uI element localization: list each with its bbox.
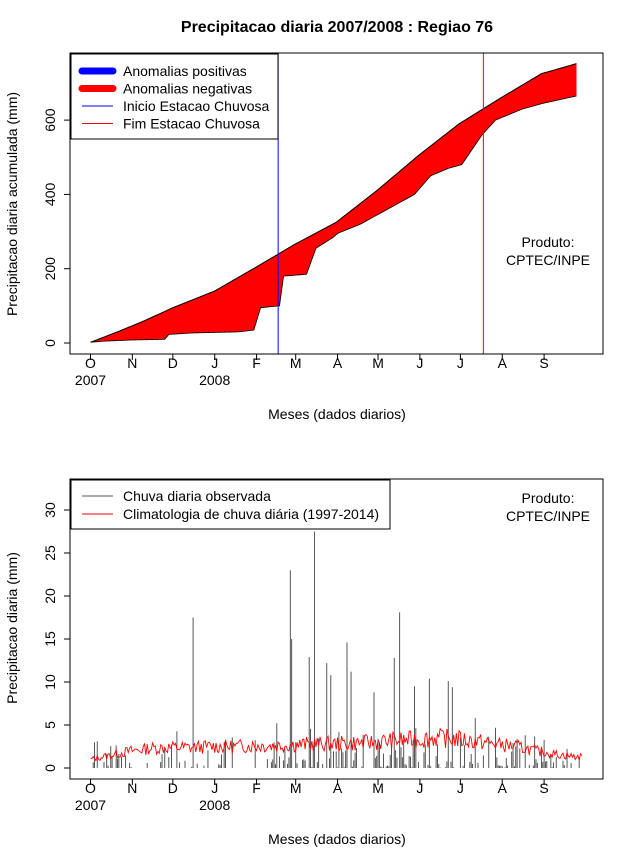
top-xtick-label: M <box>372 355 384 371</box>
top-year-label: 2007 <box>75 372 106 388</box>
bottom-chart-frame <box>69 478 604 780</box>
bottom-ytick-label: 25 <box>42 545 58 561</box>
negative-anomaly-area <box>90 63 577 343</box>
bottom-ytick-label: 30 <box>42 502 58 518</box>
legend-entry-0: Anomalias positivas <box>123 63 247 79</box>
bottom-xtick-label: M <box>372 780 384 796</box>
bottom-legend: Chuva diaria observada Climatologia de ch… <box>70 479 391 530</box>
bottom-year-label: 2008 <box>199 797 230 813</box>
top-xtick-label: M <box>290 355 302 371</box>
top-xtick-label: A <box>333 355 343 371</box>
bottom-legend-entry-0: Chuva diaria observada <box>123 488 271 504</box>
top-xtick-label: D <box>168 355 178 371</box>
top-xtick-label: F <box>252 355 261 371</box>
bottom-xtick-label: A <box>333 780 343 796</box>
bottom-chart: 0 5 10 15 20 25 30 O N D J F M A M J J A S 2007 2008 Chuva di… <box>42 478 604 813</box>
bottom-ytick-label: 10 <box>42 674 58 690</box>
top-annotation-line-0: Produto: <box>522 234 575 250</box>
bottom-xtick-label: J <box>457 780 464 796</box>
bottom-xtick-label: O <box>85 780 96 796</box>
bottom-xtick-label: N <box>127 780 137 796</box>
legend-entry-1: Anomalias negativas <box>123 81 252 97</box>
bottom-ytick-label: 0 <box>42 764 58 772</box>
top-xtick-label: O <box>85 355 96 371</box>
top-legend: Anomalias positivas Anomalias negativasIn… <box>70 53 279 140</box>
legend-entry-2: Inicio Estacao Chuvosa <box>123 98 270 114</box>
top-ytick-label: 400 <box>42 183 58 207</box>
observed-daily-bars <box>92 531 580 768</box>
bottom-annotation-line-0: Produto: <box>522 490 575 506</box>
bottom-xtick-label: A <box>498 780 508 796</box>
observed-cumulative-line <box>90 95 577 343</box>
top-chart-title: Precipitacao diaria 2007/2008 : Regiao 7… <box>181 19 493 36</box>
top-xtick-label: A <box>498 355 508 371</box>
top-xtick-label: N <box>127 355 137 371</box>
bottom-chart-ylabel: Precipitacao diaria (mm) <box>4 552 20 704</box>
bottom-legend-box <box>70 479 391 530</box>
top-year-label: 2008 <box>199 372 230 388</box>
bottom-legend-entry-1: Climatologia de chuva diária (1997-2014) <box>123 506 379 522</box>
bottom-ytick-label: 5 <box>42 721 58 729</box>
top-ytick-label: 600 <box>42 108 58 132</box>
bottom-ytick-label: 15 <box>42 631 58 647</box>
bottom-annotation-line-1: CPTEC/INPE <box>506 508 590 524</box>
top-chart: 0 200 400 600 O N D J F M A M J J A S 2007 2008 Anomalias … <box>42 52 604 388</box>
bottom-chart-xlabel: Meses (dados diarios) <box>268 831 406 847</box>
top-xtick-label: J <box>457 355 464 371</box>
top-ytick-label: 0 <box>42 339 58 347</box>
bottom-xtick-label: J <box>416 780 423 796</box>
top-annotation-line-1: CPTEC/INPE <box>506 252 590 268</box>
bottom-xtick-label: M <box>290 780 302 796</box>
top-chart-ylabel: Precipitacao diaria acumulada (mm) <box>4 92 20 316</box>
climatology-daily-line <box>90 727 583 762</box>
top-chart-xlabel: Meses (dados diarios) <box>268 406 406 422</box>
bottom-xtick-label: F <box>252 780 261 796</box>
climatology-cumulative-line <box>90 63 577 343</box>
bottom-xtick-label: J <box>211 780 218 796</box>
bottom-year-label: 2007 <box>75 797 106 813</box>
top-xtick-label: J <box>416 355 423 371</box>
bottom-xtick-label: D <box>168 780 178 796</box>
top-chart-frame <box>69 52 604 355</box>
legend-entry-3: Fim Estacao Chuvosa <box>123 116 260 132</box>
bottom-xtick-label: S <box>539 780 548 796</box>
top-xtick-label: J <box>211 355 218 371</box>
bottom-ytick-label: 20 <box>42 588 58 604</box>
top-ytick-label: 200 <box>42 257 58 281</box>
top-xtick-label: S <box>539 355 548 371</box>
